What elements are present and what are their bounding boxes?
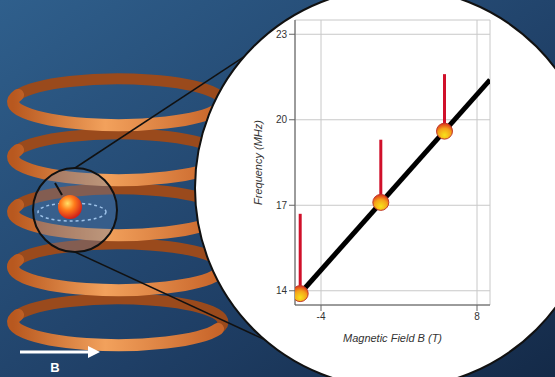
svg-text:20: 20 <box>276 114 288 125</box>
svg-text:8: 8 <box>474 311 480 322</box>
svg-text:14: 14 <box>276 285 288 296</box>
svg-text:23: 23 <box>276 29 288 40</box>
svg-text:B: B <box>50 360 59 375</box>
svg-text:17: 17 <box>276 200 288 211</box>
svg-text:Frequency (MHz): Frequency (MHz) <box>252 120 264 205</box>
svg-text:-4: -4 <box>317 311 326 322</box>
svg-text:Magnetic Field B (T): Magnetic Field B (T) <box>343 332 442 344</box>
